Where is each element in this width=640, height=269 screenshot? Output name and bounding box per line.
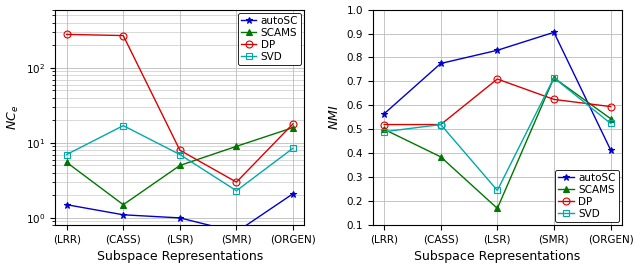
SVD [493, 189, 501, 192]
autoSC [232, 230, 240, 233]
autoSC [289, 192, 297, 195]
DP [232, 180, 240, 184]
Legend: autoSC, SCAMS, DP, SVD: autoSC, SCAMS, DP, SVD [237, 13, 301, 65]
Legend: autoSC, SCAMS, DP, SVD: autoSC, SCAMS, DP, SVD [555, 169, 619, 222]
Line: autoSC: autoSC [63, 190, 296, 235]
DP [380, 123, 388, 126]
SVD [380, 130, 388, 133]
Line: DP: DP [381, 76, 614, 128]
DP [289, 122, 297, 125]
DP [550, 98, 557, 101]
SCAMS [120, 203, 127, 206]
SCAMS [380, 128, 388, 131]
SCAMS [289, 126, 297, 129]
DP [437, 123, 445, 126]
autoSC [176, 216, 184, 220]
autoSC [437, 62, 445, 65]
SVD [63, 153, 70, 156]
Line: DP: DP [63, 31, 296, 186]
DP [176, 148, 184, 152]
SVD [176, 153, 184, 156]
DP [120, 34, 127, 37]
autoSC [63, 203, 70, 206]
Y-axis label: $NC_e$: $NC_e$ [6, 105, 20, 130]
SVD [289, 147, 297, 150]
Line: SCAMS: SCAMS [381, 74, 614, 212]
DP [63, 33, 70, 36]
DP [493, 77, 501, 81]
SCAMS [437, 155, 445, 158]
SVD [232, 189, 240, 192]
SVD [437, 123, 445, 126]
Line: SVD: SVD [63, 122, 296, 194]
SVD [120, 124, 127, 127]
Line: SVD: SVD [381, 74, 614, 194]
Line: autoSC: autoSC [381, 29, 614, 153]
autoSC [493, 49, 501, 52]
SCAMS [550, 76, 557, 79]
SCAMS [232, 145, 240, 148]
SCAMS [63, 161, 70, 164]
SVD [607, 122, 614, 125]
SCAMS [176, 164, 184, 167]
Y-axis label: $NMI$: $NMI$ [328, 105, 341, 130]
autoSC [120, 213, 127, 216]
autoSC [550, 31, 557, 34]
X-axis label: Subspace Representations: Subspace Representations [97, 250, 263, 263]
autoSC [607, 148, 614, 151]
X-axis label: Subspace Representations: Subspace Representations [414, 250, 580, 263]
SVD [550, 76, 557, 79]
Line: SCAMS: SCAMS [63, 124, 296, 208]
DP [607, 105, 614, 108]
SCAMS [607, 117, 614, 120]
SCAMS [493, 207, 501, 210]
autoSC [380, 112, 388, 115]
